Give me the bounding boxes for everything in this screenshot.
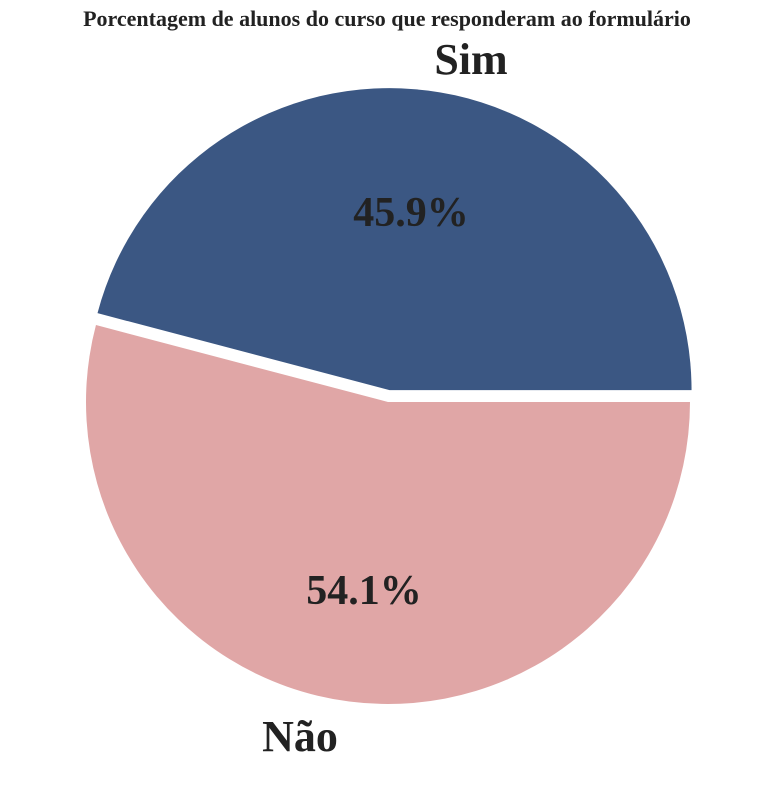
pct-label-sim: 45.9% (353, 190, 469, 236)
slice-sim (97, 88, 692, 391)
chart-title: Porcentagem de alunos do curso que respo… (83, 6, 691, 31)
pct-label-nao: 54.1% (306, 568, 422, 614)
slice-nao (85, 325, 690, 704)
slice-label-sim: Sim (434, 35, 507, 84)
slice-label-nao: Não (262, 712, 338, 761)
